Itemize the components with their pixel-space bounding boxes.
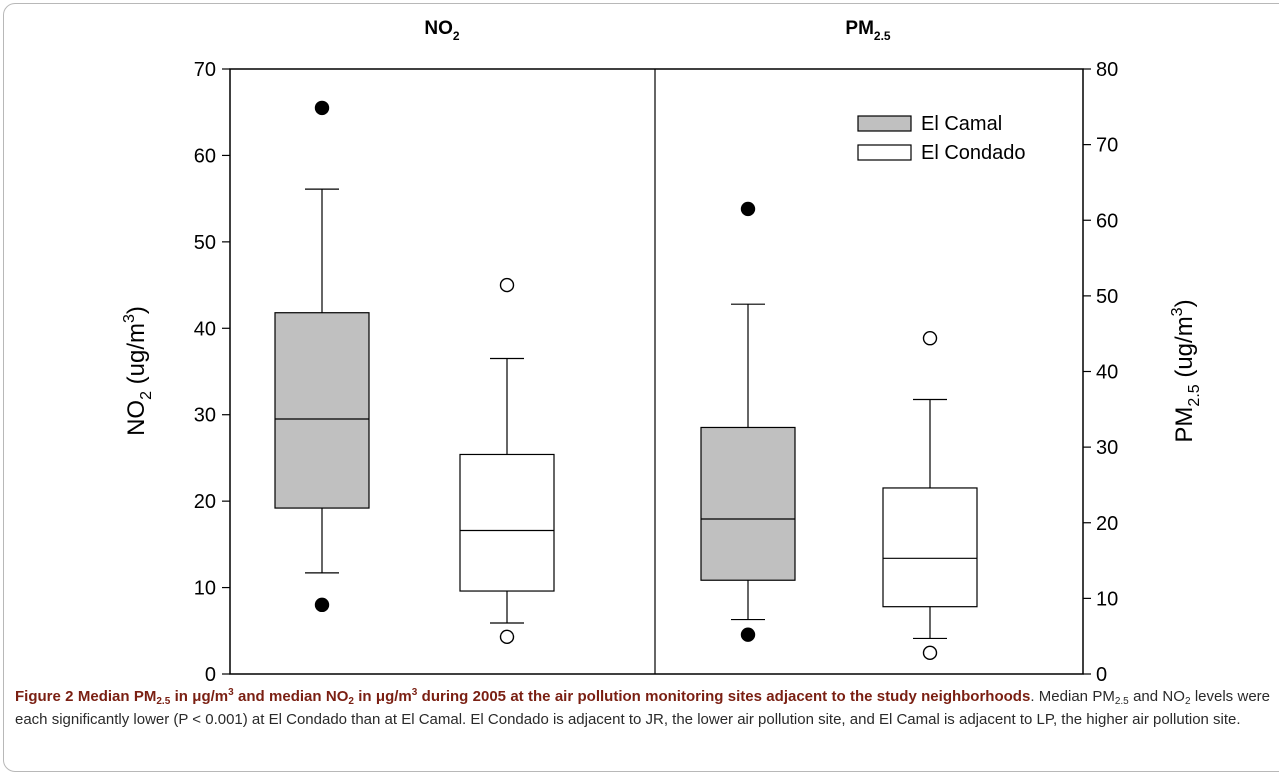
legend-swatch-el-camal <box>857 115 912 132</box>
box-iqr <box>700 426 796 581</box>
legend-swatch-el-condado <box>857 144 912 161</box>
tick-label: 0 <box>1096 664 1107 686</box>
outlier-point <box>740 201 756 217</box>
left-axis-title: NO2 (ug/m3) <box>121 306 155 436</box>
box-el-condado <box>882 331 978 661</box>
box-iqr <box>274 312 370 509</box>
tick-label: 30 <box>1096 437 1118 459</box>
tick-label: 60 <box>1096 210 1118 232</box>
right-axis-title: PM2.5 (ug/m3) <box>1169 299 1203 442</box>
figure-frame <box>3 3 1279 772</box>
tick-label: 50 <box>194 232 216 254</box>
box-el-camal <box>700 201 796 642</box>
legend-label-el-condado: El Condado <box>921 142 1026 164</box>
tick-label: 10 <box>1096 588 1118 610</box>
caption-heading: Figure 2 Median PM2.5 in μg/m3 and media… <box>15 687 1031 707</box>
box-el-camal <box>274 100 370 613</box>
outlier-point <box>499 277 515 293</box>
outlier-point <box>922 331 938 346</box>
tick-label: 60 <box>194 145 216 167</box>
legend-label-el-camal: El Camal <box>921 113 1002 135</box>
tick-label: 20 <box>1096 513 1118 535</box>
box-el-condado <box>459 277 555 645</box>
tick-label: 30 <box>194 405 216 427</box>
boxes-layer <box>274 100 978 661</box>
outlier-point <box>740 627 756 642</box>
panel-title-pm25: PM2.5 <box>845 18 891 43</box>
box-plot-chart: 0 10 20 30 40 50 60 70 0 10 20 30 40 50 60 70 80 NO2 PM… <box>121 18 1203 686</box>
tick-label: 70 <box>1096 135 1118 157</box>
panel-title-no2: NO2 <box>424 18 460 43</box>
outlier-point <box>499 629 515 645</box>
outlier-point <box>314 100 330 116</box>
tick-label: 80 <box>1096 59 1118 81</box>
tick-label: 0 <box>205 664 216 686</box>
box-iqr <box>459 453 555 592</box>
tick-label: 10 <box>194 578 216 600</box>
left-axis-ticks: 0 10 20 30 40 50 60 70 <box>194 59 230 686</box>
caption-body: . Median PM2.5 and NO2 levels were each … <box>15 688 1271 728</box>
tick-label: 50 <box>1096 286 1118 308</box>
legend: El Camal El Condado <box>857 113 1026 164</box>
figure-caption: Figure 2 Median PM2.5 in μg/m3 and media… <box>15 685 1270 731</box>
right-axis-ticks: 0 10 20 30 40 50 60 70 80 <box>1083 59 1118 686</box>
outlier-point <box>922 645 938 661</box>
tick-label: 20 <box>194 491 216 513</box>
outlier-point <box>314 597 330 613</box>
tick-label: 40 <box>1096 362 1118 384</box>
tick-label: 40 <box>194 318 216 340</box>
tick-label: 70 <box>194 59 216 81</box>
box-iqr <box>882 487 978 608</box>
